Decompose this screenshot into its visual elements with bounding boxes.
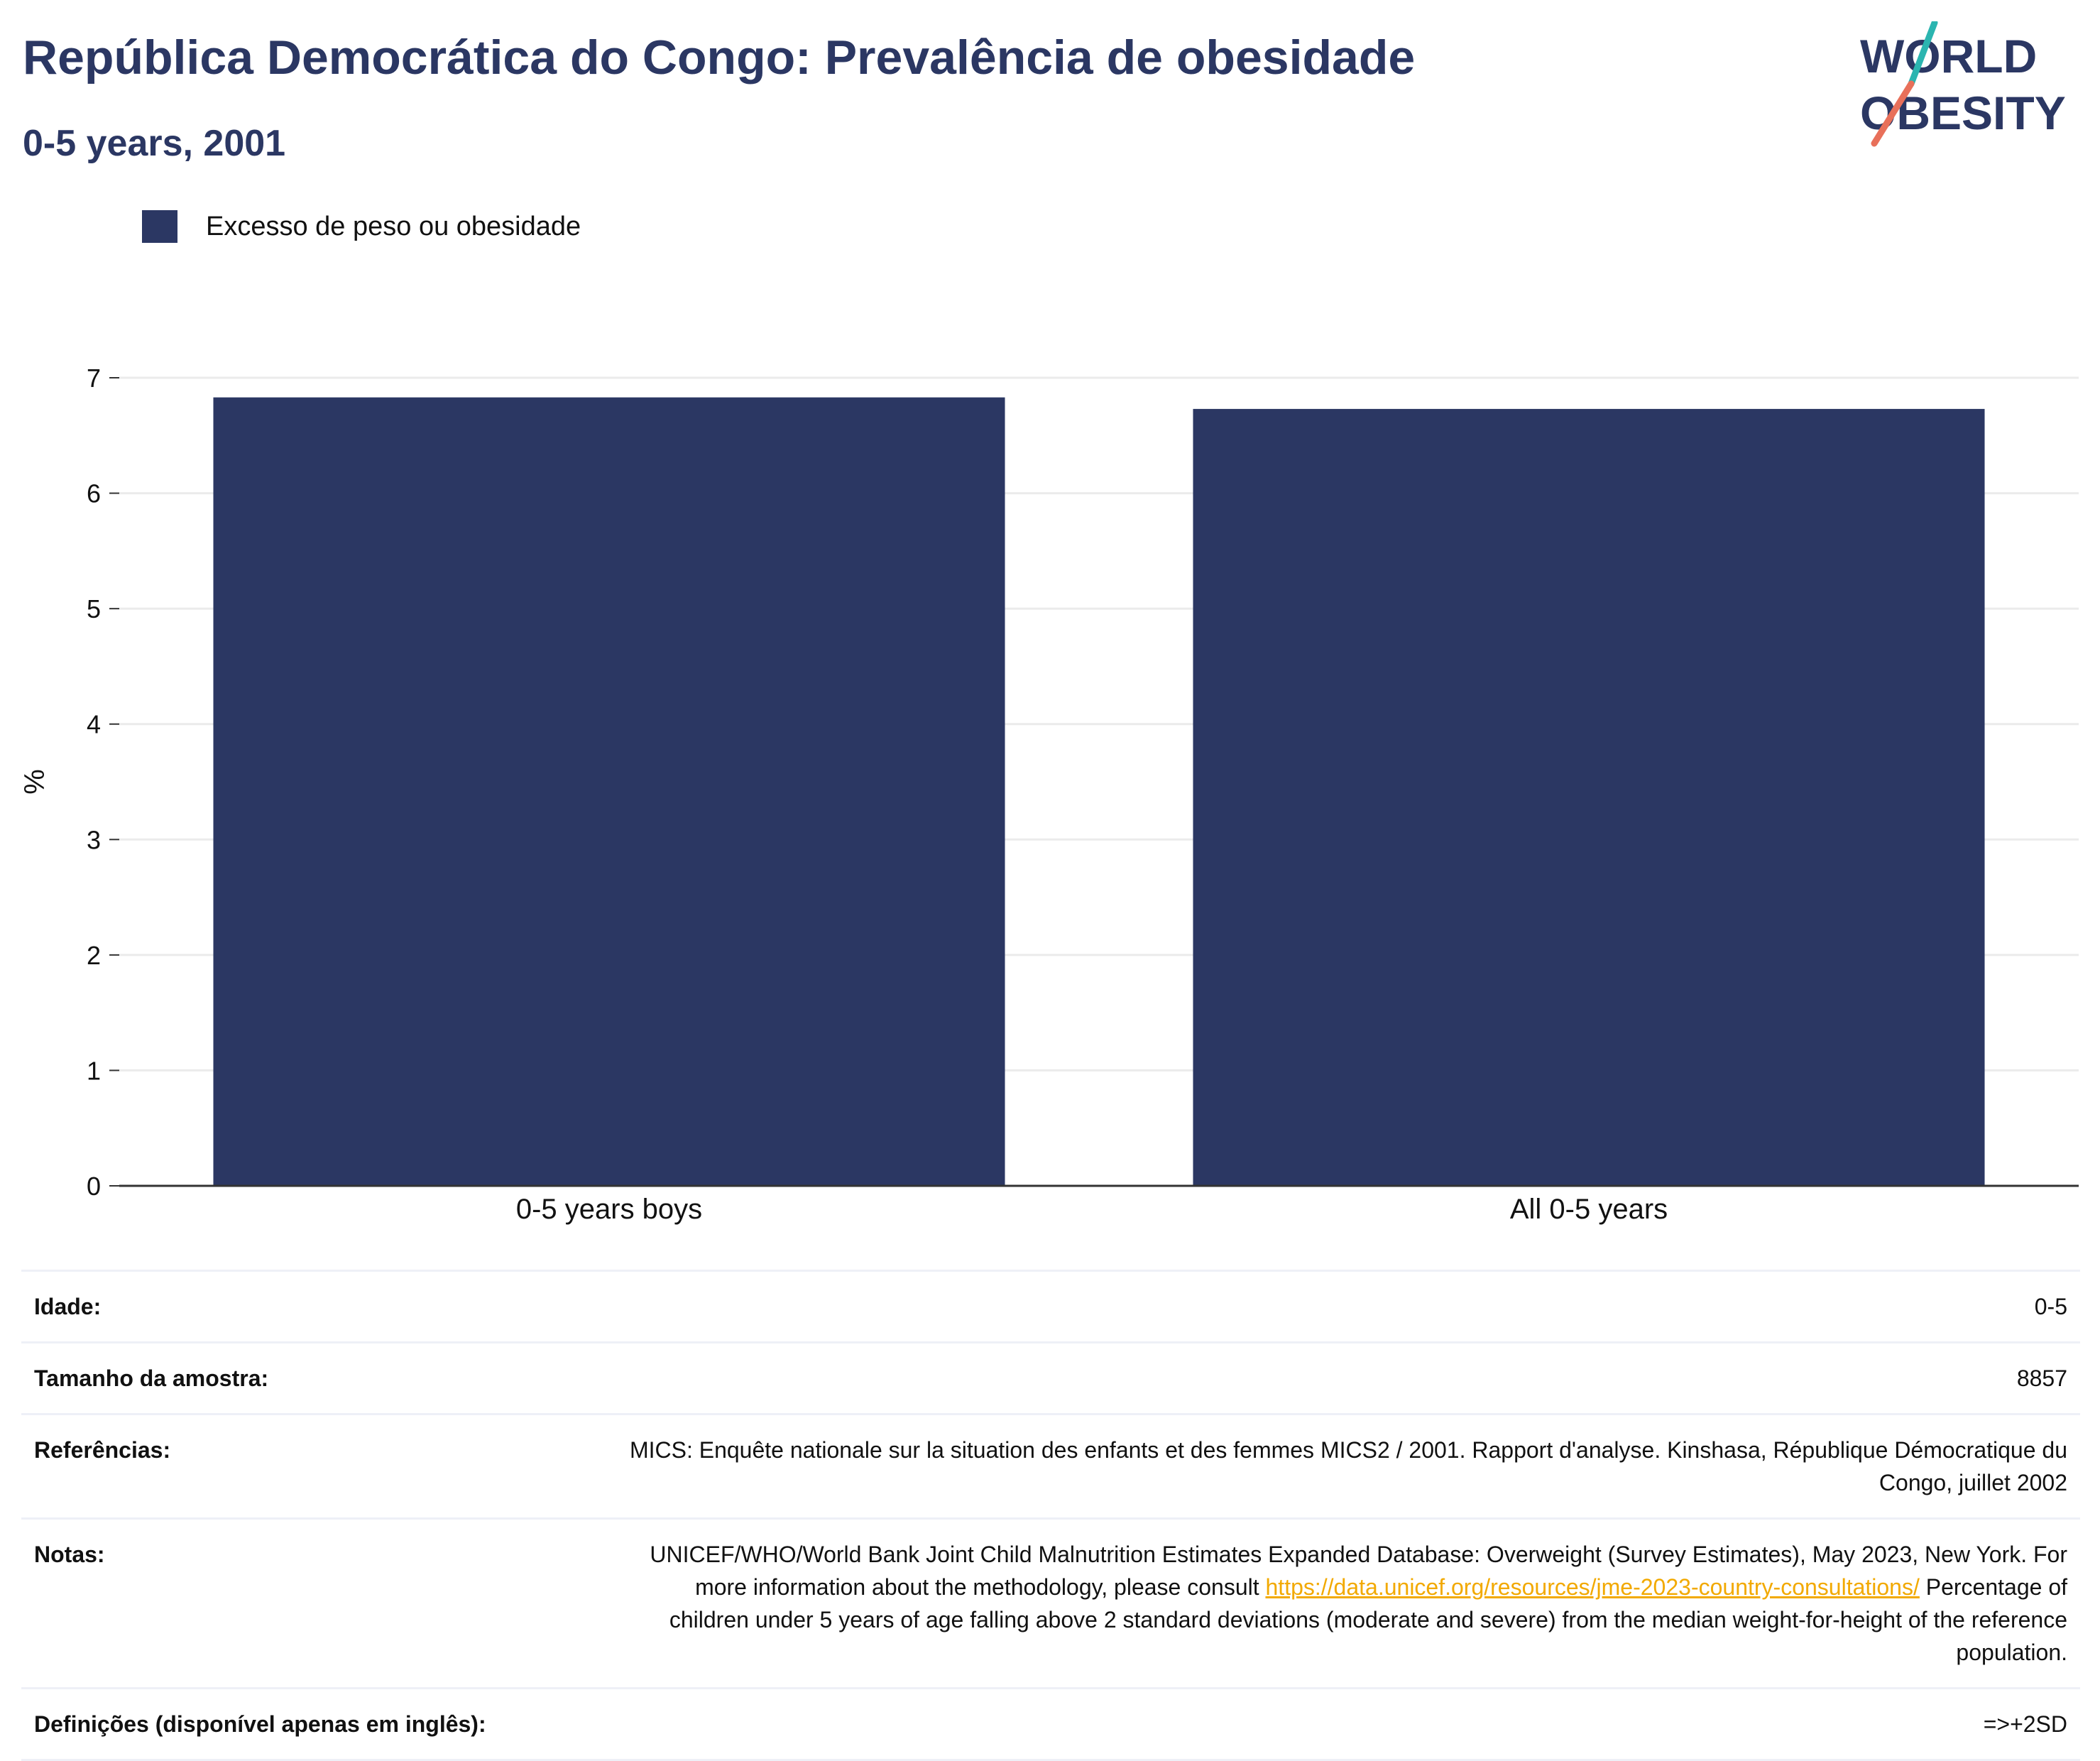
info-table: Idade: 0-5 Tamanho da amostra: 8857 Refe… — [21, 1270, 2080, 1761]
chart-legend: Excesso de peso ou obesidade — [142, 210, 581, 243]
notes-label: Notas: — [34, 1542, 105, 1567]
y-tick-label: 3 — [87, 825, 101, 854]
x-tick-label: All 0-5 years — [1510, 1194, 1668, 1225]
legend-label: Excesso de peso ou obesidade — [206, 211, 581, 241]
world-obesity-logo: WORLD OBESITY — [1860, 21, 2066, 147]
bar — [1193, 408, 1985, 1186]
y-tick-label: 1 — [87, 1056, 101, 1085]
y-tick-label: 4 — [87, 710, 101, 739]
y-tick-label: 6 — [87, 479, 101, 508]
references-label: Referências: — [34, 1437, 171, 1463]
age-label: Idade: — [34, 1294, 102, 1319]
info-row-references: Referências: MICS: Enquête nationale sur… — [21, 1413, 2080, 1517]
definitions-value: =>+2SD — [1983, 1711, 2067, 1737]
legend-swatch — [142, 210, 177, 243]
notes-value: UNICEF/WHO/World Bank Joint Child Malnut… — [612, 1538, 2067, 1669]
bar-chart: 0 1 2 3 4 5 6 7 0-5 years boys All 0-5 years% — [19, 364, 2079, 1225]
x-tick-label: 0-5 years boys — [516, 1194, 702, 1225]
sample-value: 8857 — [2016, 1365, 2067, 1391]
references-value: MICS: Enquête nationale sur la situation… — [629, 1437, 2067, 1495]
y-tick-label: 2 — [87, 941, 101, 970]
y-tick-label: 5 — [87, 594, 101, 623]
y-axis-label: % — [19, 769, 50, 795]
age-value: 0-5 — [2034, 1294, 2067, 1319]
definitions-label: Definições (disponível apenas em inglês)… — [34, 1711, 486, 1737]
notes-text-1: UNICEF/WHO/World Bank Joint Child Malnut… — [650, 1542, 2067, 1600]
bar — [213, 397, 1005, 1186]
info-row-sample: Tamanho da amostra: 8857 — [21, 1341, 2080, 1413]
chart-title: República Democrática do Congo: Prevalên… — [23, 31, 1416, 84]
sample-label: Tamanho da amostra: — [34, 1365, 269, 1391]
notes-link[interactable]: https://data.unicef.org/resources/jme-20… — [1265, 1574, 1920, 1600]
info-row-age: Idade: 0-5 — [21, 1270, 2080, 1341]
notes-text-2: Percentage of children under 5 years of … — [669, 1574, 2067, 1665]
info-row-notes: Notas: UNICEF/WHO/World Bank Joint Child… — [21, 1517, 2080, 1687]
svg-text:WORLD: WORLD — [1860, 30, 2037, 82]
chart-subtitle: 0-5 years, 2001 — [23, 123, 286, 164]
info-row-definitions: Definições (disponível apenas em inglês)… — [21, 1687, 2080, 1761]
y-tick-label: 0 — [87, 1172, 101, 1201]
y-tick-label: 7 — [87, 364, 101, 393]
